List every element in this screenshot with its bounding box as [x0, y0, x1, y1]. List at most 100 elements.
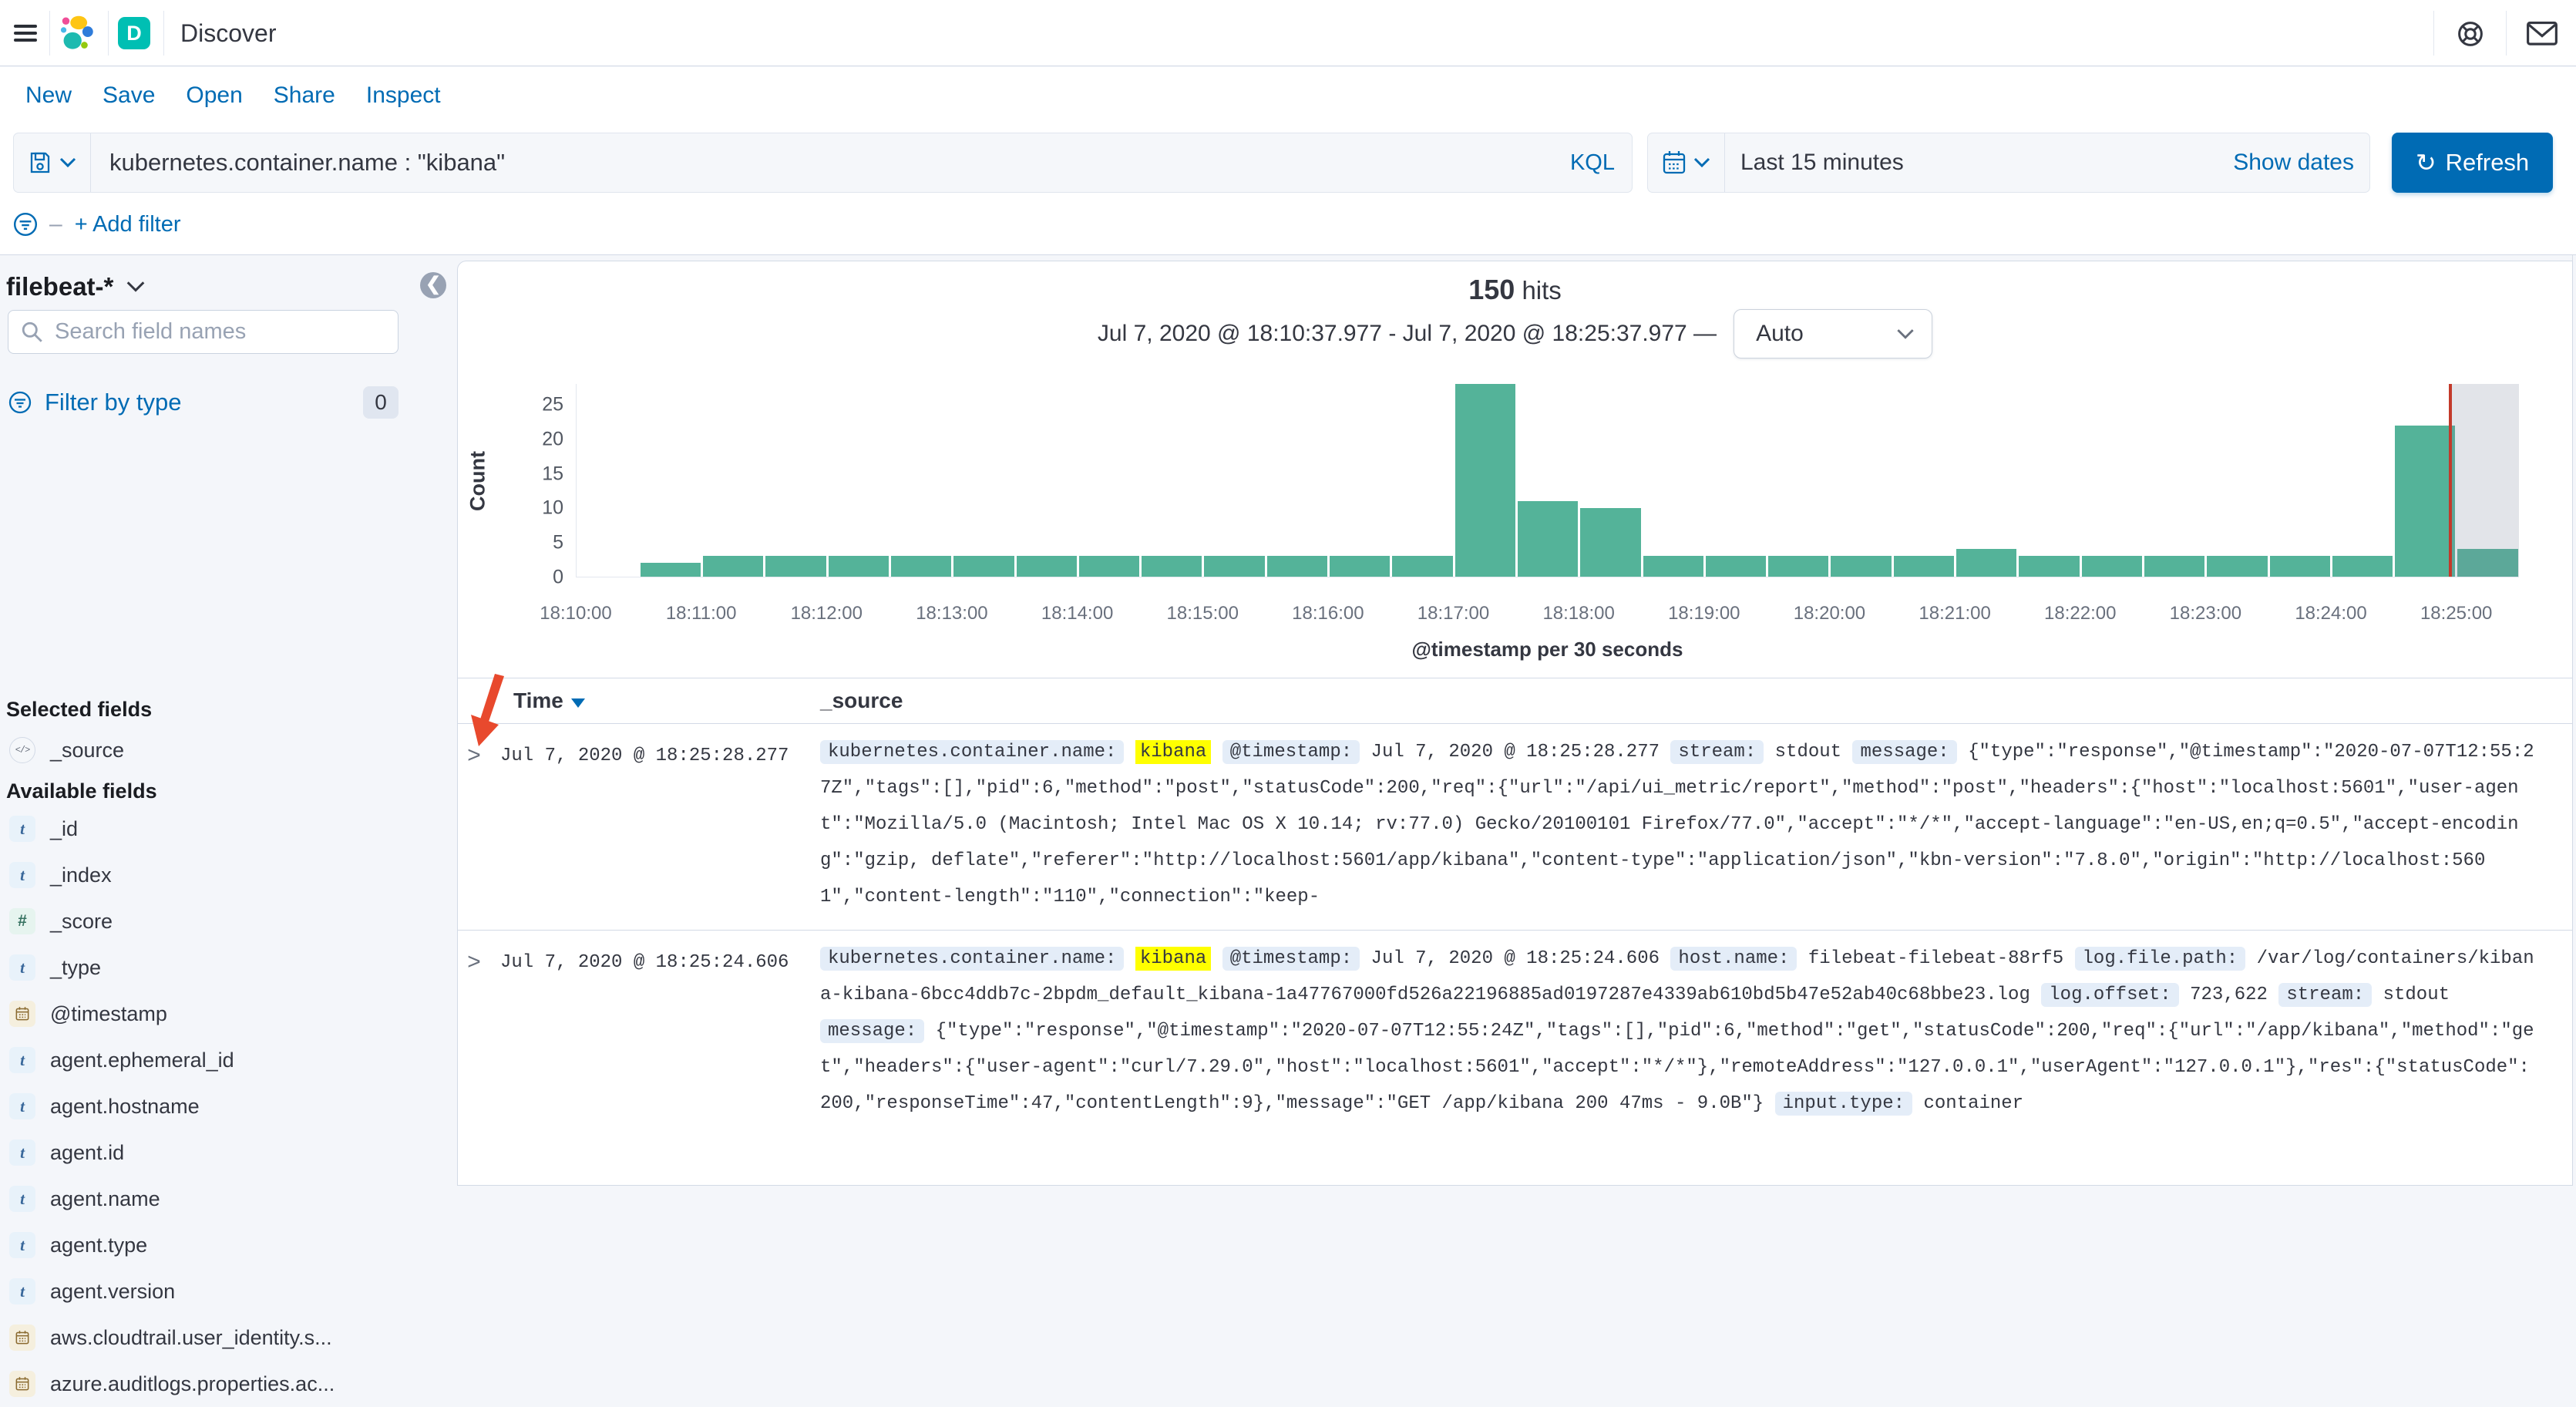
nav-inspect[interactable]: Inspect	[366, 82, 441, 109]
histogram-bar[interactable]	[1078, 384, 1140, 577]
query-input[interactable]	[91, 149, 1570, 177]
top-bar: D Discover	[0, 0, 2576, 66]
histogram-bar[interactable]	[1642, 384, 1704, 577]
field-item[interactable]: t_type	[0, 944, 432, 991]
nav-share[interactable]: Share	[274, 82, 335, 109]
histogram-bar[interactable]	[2018, 384, 2080, 577]
filter-by-type: Filter by type 0	[8, 383, 399, 422]
nav-open[interactable]: Open	[186, 82, 242, 109]
field-item[interactable]: @timestamp	[0, 991, 432, 1037]
histogram-bar[interactable]	[1579, 384, 1642, 577]
source-value: filebeat-filebeat-88rf5	[1808, 948, 2063, 969]
chart-time-range-title: Jul 7, 2020 @ 18:10:37.977 - Jul 7, 2020…	[1098, 321, 1717, 347]
histogram-bar[interactable]	[1516, 384, 1579, 577]
query-language-button[interactable]: KQL	[1570, 150, 1632, 176]
newsfeed-icon[interactable]	[2525, 17, 2559, 51]
y-tick-label: 25	[542, 393, 563, 416]
bar-rect	[2082, 556, 2142, 577]
menu-icon[interactable]	[14, 21, 40, 45]
refresh-button[interactable]: ↻ Refresh	[2392, 133, 2553, 193]
nav-new[interactable]: New	[25, 82, 72, 109]
source-field-badge: kubernetes.container.name:	[820, 740, 1124, 764]
x-tick-label: 18:20:00	[1794, 603, 1865, 624]
source-column-header: _source	[820, 678, 903, 723]
field-item[interactable]: azure.auditlogs.properties.ac...	[0, 1361, 432, 1407]
filter-by-type-button[interactable]: Filter by type	[45, 389, 181, 416]
histogram-bar[interactable]	[1830, 384, 1892, 577]
field-item[interactable]: aws.cloudtrail.user_identity.s...	[0, 1314, 432, 1361]
histogram-bar[interactable]	[1391, 384, 1454, 577]
histogram-bar[interactable]	[1329, 384, 1391, 577]
bar-rect	[2144, 556, 2204, 577]
source-value: stdout	[1775, 742, 1841, 762]
histogram-bar[interactable]	[2143, 384, 2205, 577]
show-dates-button[interactable]: Show dates	[2233, 150, 2369, 176]
field-item[interactable]: </>_source	[0, 727, 432, 773]
bar-rect	[2207, 556, 2267, 577]
nav-save[interactable]: Save	[103, 82, 155, 109]
discover-app-icon[interactable]: D	[118, 17, 150, 49]
field-name: agent.type	[50, 1234, 147, 1257]
source-field-type-icon: </>	[9, 737, 35, 763]
bar-rect	[1392, 556, 1452, 577]
histogram-bar[interactable]	[702, 384, 765, 577]
filter-icon[interactable]	[12, 211, 39, 237]
histogram-bar[interactable]	[1266, 384, 1328, 577]
divider	[2433, 11, 2434, 56]
field-item[interactable]: t_index	[0, 852, 432, 898]
histogram-bar[interactable]	[953, 384, 1015, 577]
histogram-bar[interactable]	[1203, 384, 1266, 577]
histogram-bar[interactable]	[1454, 384, 1516, 577]
refresh-icon: ↻	[2416, 150, 2436, 175]
index-pattern-selector[interactable]: filebeat-*	[6, 272, 146, 301]
histogram-bar[interactable]	[889, 384, 952, 577]
field-item[interactable]: t_id	[0, 806, 432, 852]
filter-count-badge: 0	[363, 386, 399, 419]
date-field-type-icon	[9, 1001, 35, 1027]
expand-row-icon[interactable]: >	[467, 951, 481, 977]
field-name: azure.auditlogs.properties.ac...	[50, 1372, 335, 1396]
x-tick-label: 18:12:00	[791, 603, 863, 624]
histogram-bar[interactable]	[639, 384, 701, 577]
histogram-bar[interactable]	[577, 384, 639, 577]
histogram-bar[interactable]	[1892, 384, 1955, 577]
histogram-bar[interactable]	[2268, 384, 2331, 577]
field-search-input[interactable]	[55, 319, 398, 345]
time-range-value[interactable]: Last 15 minutes	[1725, 150, 2233, 176]
collapse-sidebar-button[interactable]: ❮	[420, 272, 446, 298]
bar-rect	[1956, 549, 2016, 577]
add-filter-button[interactable]: + Add filter	[75, 212, 181, 237]
string-field-type-icon: t	[9, 1139, 35, 1166]
interval-select[interactable]: Auto	[1734, 309, 1932, 358]
x-tick-label: 18:17:00	[1417, 603, 1489, 624]
time-column-header[interactable]: Time	[513, 678, 585, 723]
histogram-bar[interactable]	[2331, 384, 2393, 577]
histogram-bar[interactable]	[765, 384, 827, 577]
filter-icon[interactable]	[8, 390, 32, 415]
elastic-logo[interactable]	[60, 15, 94, 52]
histogram-bar[interactable]	[2394, 384, 2457, 577]
field-item[interactable]: #_score	[0, 898, 432, 944]
partial-bucket-overlay	[2449, 384, 2519, 577]
histogram-bar[interactable]	[2206, 384, 2268, 577]
expand-row-icon[interactable]: >	[467, 744, 481, 770]
histogram-bar[interactable]	[1015, 384, 1078, 577]
histogram-bar[interactable]	[827, 384, 889, 577]
saved-query-menu-button[interactable]	[14, 133, 91, 192]
histogram-bar[interactable]	[2080, 384, 2143, 577]
histogram-bars	[577, 384, 2519, 577]
histogram-bar[interactable]	[1956, 384, 2018, 577]
quick-select-time-button[interactable]	[1648, 133, 1725, 192]
field-name: agent.hostname	[50, 1095, 200, 1119]
help-icon[interactable]	[2453, 17, 2487, 51]
histogram-bar[interactable]	[1141, 384, 1203, 577]
histogram-bar[interactable]	[1767, 384, 1830, 577]
histogram-bar[interactable]	[1704, 384, 1767, 577]
